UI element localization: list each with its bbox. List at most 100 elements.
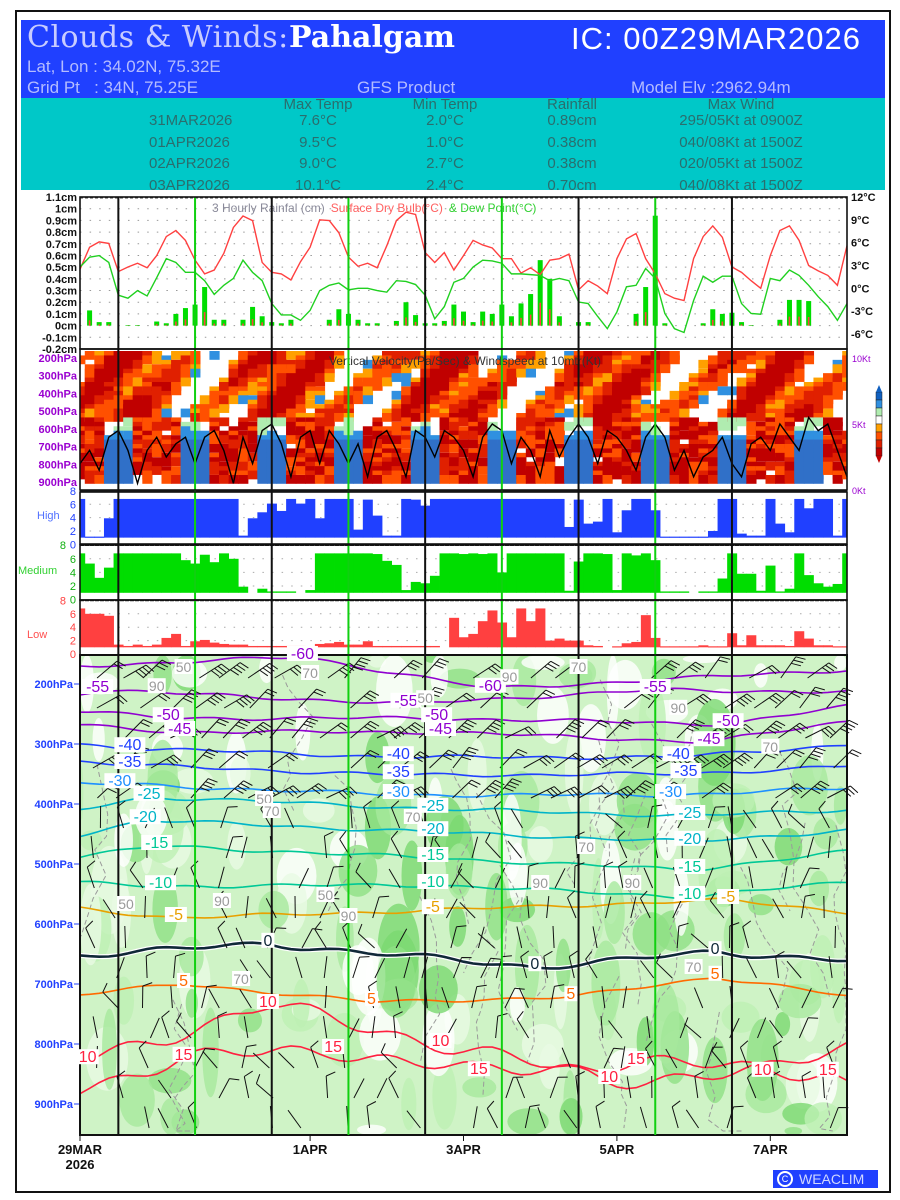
rh-contour-label-bg: [531, 875, 550, 890]
vv-cell: [429, 439, 441, 449]
rh-contour-label-group: 50: [174, 659, 193, 675]
wind-barb: [726, 836, 732, 859]
wind-barb: [787, 803, 805, 829]
vv-cell: [612, 439, 623, 449]
vv-cell: [688, 373, 699, 382]
vv-cell: [362, 435, 374, 444]
isotherm-label-group: -30: [104, 773, 136, 790]
rh-contour-label-group: 90: [531, 875, 550, 891]
vv-cell: [161, 413, 172, 422]
vv-cell: [362, 452, 374, 462]
vv-cell: [314, 386, 326, 396]
vv-cell: [276, 448, 287, 458]
wind-barb: [676, 719, 705, 739]
vv-cell: [180, 421, 191, 431]
wind-barb: [630, 896, 637, 919]
wind-barb: [243, 1016, 249, 1039]
vv-cell: [372, 475, 383, 484]
vv-cell: [516, 461, 527, 471]
vv-cell: [477, 430, 489, 440]
vv-cell: [823, 466, 834, 475]
rh-patch: [527, 825, 553, 863]
vv-cell: [592, 408, 604, 418]
vv-cell: [209, 390, 220, 400]
vv-cell: [506, 448, 517, 458]
wind-barb: [450, 868, 463, 889]
vv-cell: [171, 351, 182, 360]
vv-cell: [516, 452, 527, 462]
cloud-panel-label: Low: [27, 629, 47, 641]
isotherm--55: [79, 687, 848, 704]
vv-cell: [142, 435, 153, 444]
vv-cell: [439, 452, 450, 462]
vv-cell: [794, 399, 805, 409]
vv-cell: [324, 452, 335, 462]
vv-cell: [295, 373, 306, 382]
vv-cell: [171, 421, 182, 431]
vv-cell: [775, 377, 786, 387]
vv-cell: [180, 359, 191, 369]
vv-cell: [679, 404, 690, 413]
vv-cell: [784, 386, 795, 396]
cloud-bar-medium: [180, 560, 191, 593]
vv-cell: [401, 377, 412, 387]
cloud-bar-medium: [717, 578, 728, 593]
vv-cell: [458, 466, 469, 475]
vv-cell: [199, 435, 211, 444]
vv-cell: [631, 368, 642, 378]
vv-cell: [103, 408, 115, 418]
vv-cell: [161, 368, 172, 378]
vv-cell: [679, 417, 690, 427]
vv-cell: [679, 390, 690, 400]
cloud-bar-medium: [794, 553, 805, 593]
vv-cell: [842, 364, 847, 374]
vv-cell: [679, 408, 690, 418]
vv-cell: [477, 461, 489, 471]
isotherm-label-bg: [816, 1061, 839, 1077]
vv-cell: [151, 364, 163, 374]
x-axis-date: 7APR: [753, 1142, 788, 1157]
vv-cell: [238, 448, 249, 458]
vv-cell: [823, 444, 834, 453]
vv-cell: [640, 444, 652, 453]
vv-cell: [621, 430, 632, 440]
vv-cell: [583, 475, 594, 484]
vv-cell: [286, 368, 297, 378]
vv-cell: [199, 457, 211, 467]
vv-cell: [602, 408, 613, 418]
vv-cell: [755, 390, 767, 400]
vv-cell: [477, 390, 489, 400]
vv-cell: [94, 368, 105, 378]
vv-cell: [602, 351, 613, 360]
vv-cell: [362, 466, 374, 475]
vv-cell: [813, 408, 824, 418]
vv-cell: [487, 435, 498, 444]
cloud-bar-low: [813, 645, 824, 648]
vv-cell: [84, 430, 95, 440]
wind-barb: [780, 656, 806, 679]
cloud-bar-medium: [123, 553, 134, 593]
isotherm-label: -50: [717, 713, 740, 730]
isotherm-label-group: -25: [417, 797, 449, 815]
cloud-bar-high: [842, 498, 847, 538]
rain-bar: [96, 322, 102, 326]
vv-cell: [276, 417, 287, 427]
vv-cell: [468, 421, 479, 431]
vv-cell: [334, 452, 345, 462]
vv-cell: [544, 430, 556, 440]
vv-cell: [123, 382, 134, 391]
vv-cell: [324, 399, 335, 409]
vv-cell: [94, 426, 105, 436]
vv-cell: [84, 475, 95, 484]
vv-cell: [468, 426, 479, 436]
wind-barb: [301, 928, 323, 949]
header-banner: Clouds & Winds: Pahalgam IC: 00Z29MAR202…: [21, 20, 885, 98]
rh-contour-label-bg: [416, 690, 435, 706]
wind-barb: [604, 785, 636, 799]
vv-cell: [554, 421, 565, 431]
wind-barb: [524, 1104, 540, 1129]
vv-cell: [631, 452, 642, 462]
wind-barb: [678, 754, 710, 769]
cloud-bar-high: [755, 535, 766, 538]
vv-cell: [209, 399, 220, 409]
